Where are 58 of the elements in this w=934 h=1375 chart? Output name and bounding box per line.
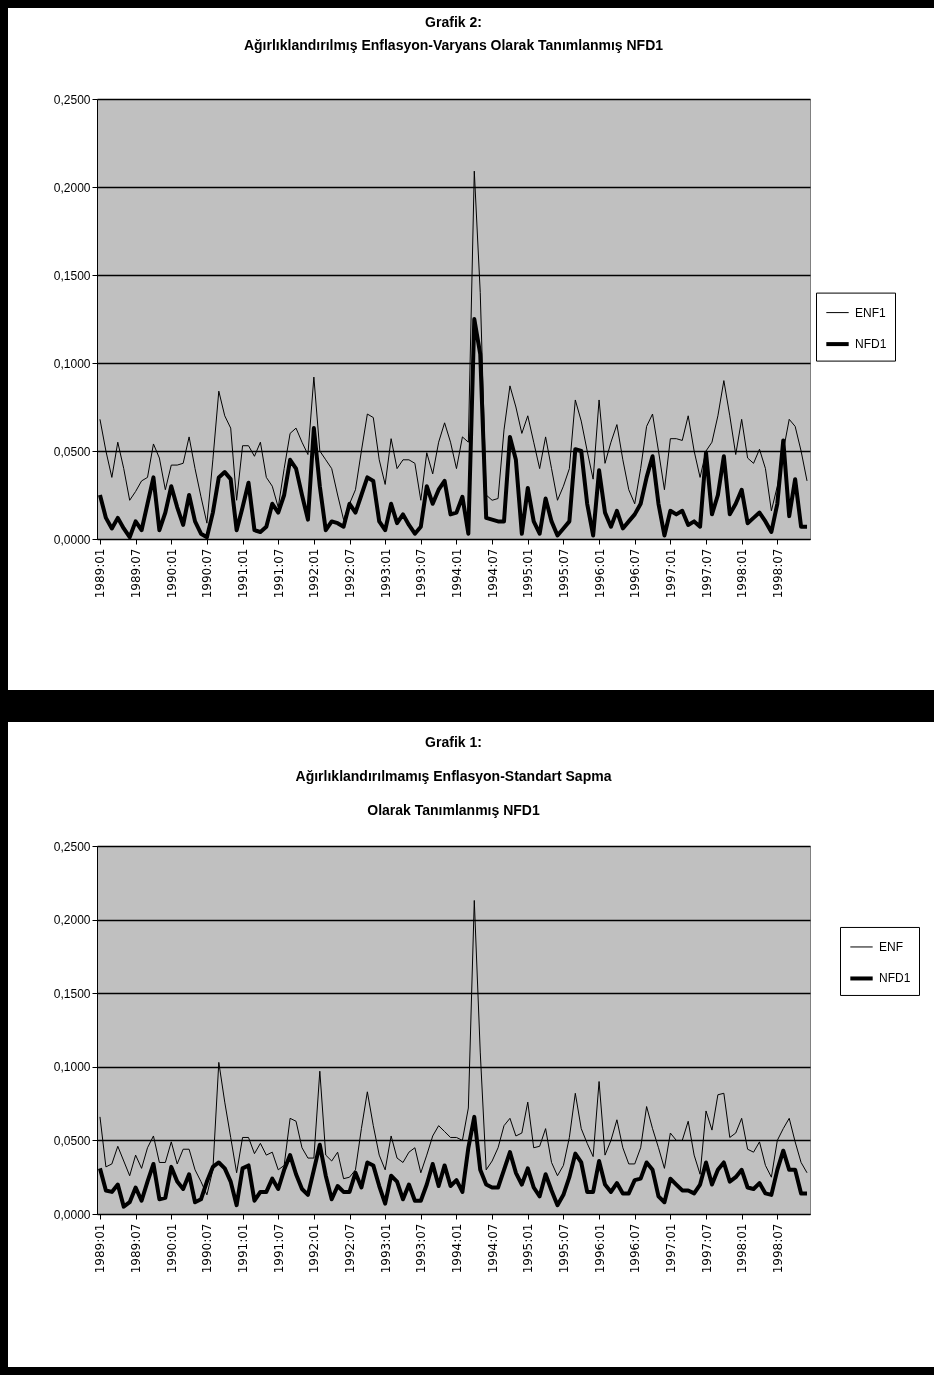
legend-label: ENF1 <box>855 305 886 320</box>
y-tick-label: 0,1500 <box>53 986 91 1001</box>
y-tick-label: 0,2000 <box>53 180 91 195</box>
y-tick-label: 0,0500 <box>53 444 91 459</box>
chart-title: Grafik 2: Ağırlıklandırılmış Enflasyon-Varyans Olarak Tanımlanmış NFD1 <box>243 14 664 53</box>
x-tick-label: 1990:07 <box>200 548 215 599</box>
x-tick-label: 1990:07 <box>200 1223 215 1274</box>
x-tick-label: 1997:01 <box>663 548 678 599</box>
x-tick-label: 1991:01 <box>236 1223 251 1274</box>
x-tick-label: 1989:07 <box>129 1223 144 1274</box>
x-tick-label: 1998:01 <box>735 548 750 599</box>
x-tick-label: 1997:01 <box>663 1223 678 1274</box>
x-tick-label: 1989:01 <box>93 548 108 599</box>
y-tick-label: 0,2500 <box>53 839 91 854</box>
legend-label: ENF <box>879 939 903 954</box>
y-tick-label: 0,1000 <box>53 356 91 371</box>
x-tick-label: 1995:07 <box>556 548 571 599</box>
x-tick-label: 1995:07 <box>556 1223 571 1274</box>
x-tick-label: 1995:01 <box>521 1223 536 1274</box>
x-tick-label: 1996:01 <box>592 1223 607 1274</box>
x-tick-label: 1993:07 <box>414 548 429 599</box>
x-tick-label: 1994:07 <box>485 548 500 599</box>
legend-label: NFD1 <box>855 337 887 352</box>
y-tick-label: 0,2500 <box>53 92 91 107</box>
y-tick-label: 0,0000 <box>53 1207 91 1222</box>
x-tick-label: 1992:01 <box>307 548 322 599</box>
x-tick-label: 1991:07 <box>271 1223 286 1274</box>
x-tick-label: 1998:07 <box>770 548 785 599</box>
x-tick-label: 1991:01 <box>236 548 251 599</box>
y-tick-label: 0,1000 <box>53 1060 91 1075</box>
chart-title: Grafik 1: Ağırlıklandırılmamış Enflasyon-Standart Sapma Olarak Tanımlanmış NFD1 <box>295 734 612 818</box>
x-tick-label: 1993:01 <box>378 548 393 599</box>
x-tick-label: 1992:07 <box>343 548 358 599</box>
x-tick-label: 1989:07 <box>129 548 144 599</box>
x-tick-label: 1990:01 <box>164 1223 179 1274</box>
x-tick-label: 1990:01 <box>164 548 179 599</box>
x-tick-label: 1991:07 <box>271 548 286 599</box>
y-tick-label: 0,1500 <box>53 268 91 283</box>
x-tick-label: 1993:07 <box>414 1223 429 1274</box>
x-tick-label: 1998:07 <box>770 1223 785 1274</box>
x-tick-label: 1992:07 <box>343 1223 358 1274</box>
y-tick-label: 0,0000 <box>53 532 91 547</box>
x-tick-label: 1994:01 <box>449 1223 464 1274</box>
x-tick-label: 1992:01 <box>307 1223 322 1274</box>
x-tick-label: 1996:07 <box>628 1223 643 1274</box>
x-tick-label: 1996:07 <box>628 548 643 599</box>
y-tick-label: 0,0500 <box>53 1133 91 1148</box>
x-tick-label: 1994:01 <box>449 548 464 599</box>
x-tick-label: 1997:07 <box>699 1223 714 1274</box>
legend-label: NFD1 <box>879 971 911 986</box>
x-tick-label: 1996:01 <box>592 548 607 599</box>
x-tick-label: 1989:01 <box>93 1223 108 1274</box>
x-tick-label: 1997:07 <box>699 548 714 599</box>
x-tick-label: 1998:01 <box>735 1223 750 1274</box>
x-tick-label: 1995:01 <box>521 548 536 599</box>
x-tick-label: 1993:01 <box>378 1223 393 1274</box>
y-tick-label: 0,2000 <box>53 913 91 928</box>
x-tick-label: 1994:07 <box>485 1223 500 1274</box>
